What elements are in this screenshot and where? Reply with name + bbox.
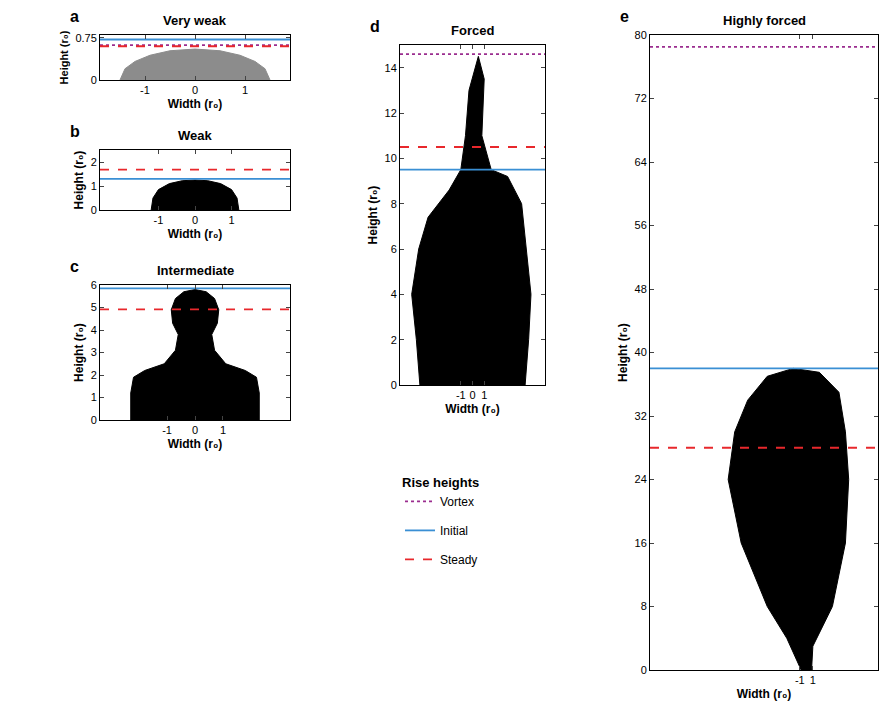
- svg-text:Width (r₀): Width (r₀): [737, 687, 792, 701]
- svg-text:64: 64: [635, 156, 647, 168]
- svg-text:48: 48: [635, 283, 647, 295]
- svg-text:0: 0: [192, 214, 198, 226]
- svg-text:0: 0: [469, 389, 475, 401]
- svg-text:Weak: Weak: [178, 128, 212, 143]
- svg-text:Height (r₀): Height (r₀): [366, 186, 380, 245]
- svg-text:c: c: [70, 258, 79, 275]
- svg-text:Rise heights: Rise heights: [402, 475, 479, 490]
- svg-text:4: 4: [391, 288, 397, 300]
- svg-text:32: 32: [635, 410, 647, 422]
- svg-text:6: 6: [391, 243, 397, 255]
- svg-text:Forced: Forced: [451, 23, 494, 38]
- svg-text:Initial: Initial: [440, 524, 468, 538]
- svg-text:Width (r₀): Width (r₀): [168, 227, 223, 241]
- svg-text:Very weak: Very weak: [163, 13, 227, 28]
- svg-text:d: d: [370, 18, 380, 35]
- svg-text:Vortex: Vortex: [440, 495, 474, 509]
- svg-text:Highly forced: Highly forced: [723, 13, 806, 28]
- svg-text:14: 14: [385, 62, 397, 74]
- svg-text:0: 0: [391, 379, 397, 391]
- svg-text:1: 1: [220, 424, 226, 436]
- svg-text:-1: -1: [456, 389, 466, 401]
- svg-text:1: 1: [91, 180, 97, 192]
- svg-text:Width (r₀): Width (r₀): [168, 97, 223, 111]
- svg-text:Steady: Steady: [440, 553, 477, 567]
- svg-text:1: 1: [242, 84, 248, 96]
- svg-text:0: 0: [192, 84, 198, 96]
- svg-text:Width (r₀): Width (r₀): [168, 437, 223, 451]
- svg-text:80: 80: [635, 29, 647, 41]
- svg-text:6: 6: [91, 279, 97, 291]
- svg-text:a: a: [70, 8, 79, 25]
- svg-text:-1: -1: [140, 84, 150, 96]
- svg-text:Height (r₀): Height (r₀): [616, 323, 630, 382]
- svg-text:1: 1: [91, 391, 97, 403]
- svg-text:40: 40: [635, 346, 647, 358]
- svg-text:1: 1: [810, 674, 816, 686]
- svg-text:12: 12: [385, 107, 397, 119]
- svg-text:2: 2: [91, 156, 97, 168]
- svg-text:b: b: [70, 123, 80, 140]
- svg-text:Height (r₀): Height (r₀): [72, 323, 86, 382]
- svg-text:0.75: 0.75: [75, 32, 96, 44]
- svg-text:-1: -1: [162, 424, 172, 436]
- svg-text:-1: -1: [795, 674, 805, 686]
- svg-text:2: 2: [391, 334, 397, 346]
- svg-text:0: 0: [91, 414, 97, 426]
- svg-text:2: 2: [91, 369, 97, 381]
- svg-text:8: 8: [391, 198, 397, 210]
- svg-text:0: 0: [91, 74, 97, 86]
- svg-text:10: 10: [385, 152, 397, 164]
- svg-text:3: 3: [91, 346, 97, 358]
- svg-text:8: 8: [641, 600, 647, 612]
- svg-text:5: 5: [91, 301, 97, 313]
- svg-text:0: 0: [641, 664, 647, 676]
- svg-text:0: 0: [192, 424, 198, 436]
- svg-text:16: 16: [635, 537, 647, 549]
- svg-text:72: 72: [635, 92, 647, 104]
- svg-text:Height (r₀): Height (r₀): [72, 151, 86, 210]
- svg-text:56: 56: [635, 219, 647, 231]
- svg-text:Intermediate: Intermediate: [157, 263, 234, 278]
- svg-text:1: 1: [481, 389, 487, 401]
- svg-text:-1: -1: [154, 214, 164, 226]
- svg-text:Width (r₀): Width (r₀): [445, 402, 500, 416]
- svg-text:24: 24: [635, 473, 647, 485]
- svg-text:0: 0: [91, 204, 97, 216]
- svg-text:1: 1: [228, 214, 234, 226]
- svg-text:Height (r₀): Height (r₀): [58, 30, 70, 84]
- svg-text:4: 4: [91, 324, 97, 336]
- svg-text:e: e: [620, 8, 629, 25]
